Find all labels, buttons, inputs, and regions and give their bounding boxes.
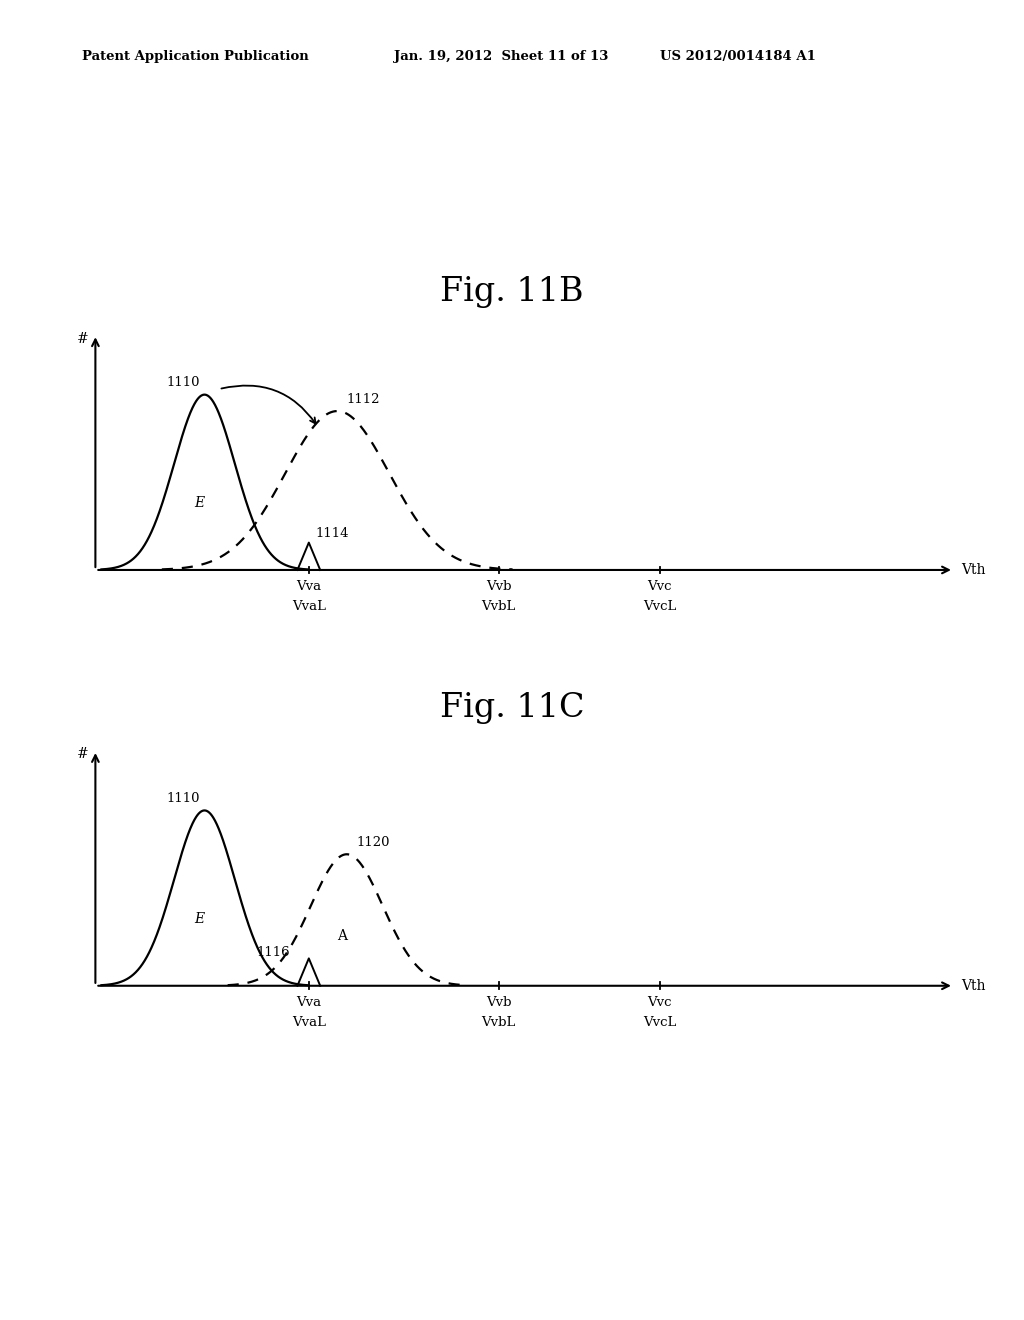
Text: 1110: 1110 [166,376,200,389]
Text: A: A [337,929,347,942]
Text: 1114: 1114 [315,527,349,540]
Text: Fig. 11C: Fig. 11C [439,692,585,723]
Text: VvaL: VvaL [292,1016,326,1028]
Text: US 2012/0014184 A1: US 2012/0014184 A1 [660,50,816,63]
Text: E: E [195,496,205,511]
Text: Fig. 11B: Fig. 11B [440,276,584,308]
Text: 1116: 1116 [257,945,290,958]
Text: E: E [195,912,205,927]
Text: Vvb: Vvb [485,995,511,1008]
Text: Vvc: Vvc [647,995,672,1008]
Text: Patent Application Publication: Patent Application Publication [82,50,308,63]
Text: VvaL: VvaL [292,601,326,612]
Text: 1112: 1112 [347,393,380,405]
Text: Jan. 19, 2012  Sheet 11 of 13: Jan. 19, 2012 Sheet 11 of 13 [394,50,608,63]
Text: VvbL: VvbL [481,1016,516,1028]
Text: Vvc: Vvc [647,579,672,593]
Text: Vth: Vth [962,562,986,577]
Text: #: # [77,331,89,346]
Text: Vvb: Vvb [485,579,511,593]
Text: 1120: 1120 [356,836,390,849]
Text: VvcL: VvcL [643,1016,677,1028]
Text: 1110: 1110 [166,792,200,805]
Text: VvbL: VvbL [481,601,516,612]
Text: Vth: Vth [962,978,986,993]
Text: #: # [77,747,89,762]
Text: VvcL: VvcL [643,601,677,612]
Text: Vva: Vva [296,579,322,593]
Text: Vva: Vva [296,995,322,1008]
